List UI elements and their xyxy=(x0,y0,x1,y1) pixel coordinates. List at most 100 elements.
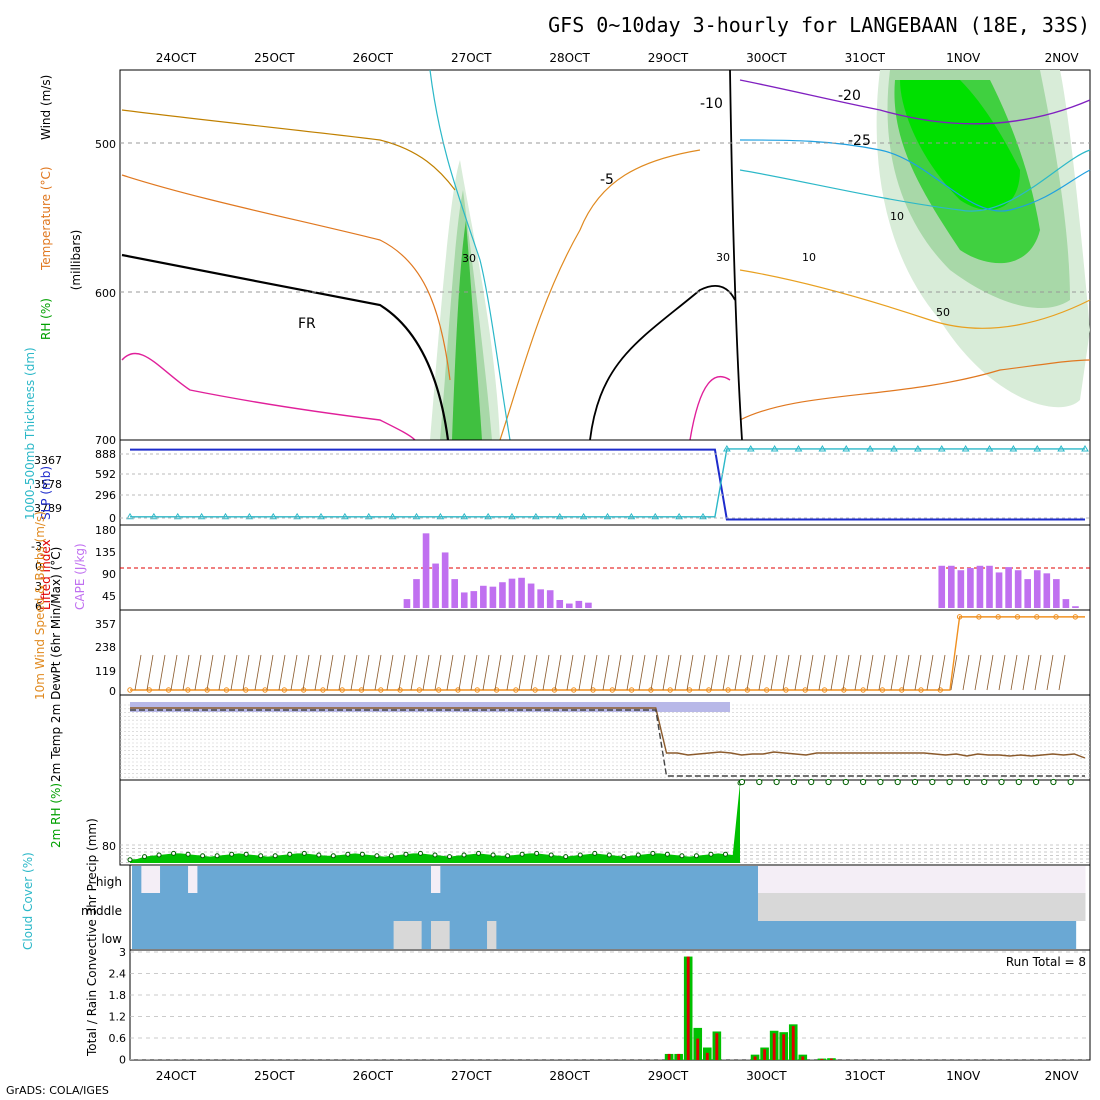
thickness-point xyxy=(818,444,827,452)
wind-speed-point xyxy=(339,687,345,693)
cloud-cell xyxy=(935,866,946,893)
wind-barb xyxy=(890,654,898,691)
wind-speed-point xyxy=(532,687,538,693)
cloud-cell xyxy=(580,921,591,949)
cloud-cell xyxy=(430,921,441,949)
rh-point xyxy=(825,778,832,786)
wind-speed-point xyxy=(513,687,519,693)
cloud-cell xyxy=(206,921,217,949)
cloud-cell xyxy=(898,866,908,893)
cape-bar xyxy=(441,552,449,608)
wind-speed-point xyxy=(995,614,1001,620)
thickness-point xyxy=(722,444,731,452)
precip-panel: 3 2.4 1.8 1.2 0.6 0 Run Total = 8 Total / Rai… xyxy=(85,818,1091,1067)
cape-bar xyxy=(565,603,573,608)
temperature-panel: 2m Temp 2m DewPt (6hr Min/Max) (°C) xyxy=(49,547,1091,782)
thickness-point xyxy=(508,512,516,520)
rh-point xyxy=(185,851,191,857)
cloud-cell xyxy=(272,893,282,921)
cloud-cell xyxy=(132,866,142,893)
thickness-point xyxy=(1057,444,1066,452)
cloud-cell xyxy=(309,921,320,949)
cloud-cell xyxy=(188,893,198,921)
cloud-layer-low: low xyxy=(102,932,123,946)
cloud-cell xyxy=(804,866,815,893)
rh-point xyxy=(548,852,554,858)
cloud-cell xyxy=(832,921,843,949)
cloud-cell xyxy=(132,893,142,921)
cloud-cell xyxy=(720,921,731,949)
wind-barb xyxy=(1022,654,1030,691)
cloud-cell xyxy=(150,893,161,921)
wind-speed-point xyxy=(243,687,249,693)
cloud-cell xyxy=(842,893,852,921)
cloud-cell xyxy=(402,893,413,921)
rh-point xyxy=(756,778,763,786)
rh-point xyxy=(911,778,919,786)
cloud-cell xyxy=(178,866,189,893)
cloud-cell xyxy=(757,866,768,893)
cloud-cell xyxy=(1010,921,1021,949)
wind-barb xyxy=(362,654,370,691)
wind-speed-point xyxy=(320,687,326,693)
wind-barb xyxy=(650,654,658,691)
wind-barb xyxy=(386,654,394,691)
wind-barb xyxy=(902,654,910,691)
wind-barb xyxy=(794,654,802,691)
cape-bar xyxy=(957,570,965,608)
wind-barb xyxy=(302,654,310,691)
cloud-cell xyxy=(150,866,161,893)
cloud-cell xyxy=(141,866,152,893)
cloud-cell xyxy=(160,866,170,893)
rh-point xyxy=(860,778,867,786)
wind-barb xyxy=(446,654,454,691)
slp-panel: 888 592 296 0 3367 3578 3789 SLP (mb) 1000-500… xyxy=(23,347,1091,526)
precip-convective-bar xyxy=(705,1052,709,1060)
precip-label: Total / Rain Convective 3hr Precip (mm) xyxy=(85,818,99,1057)
cloud-cell xyxy=(907,893,918,921)
cloud-cell xyxy=(496,893,507,921)
cloud-cell xyxy=(300,893,311,921)
contour-label: 10 xyxy=(890,210,904,223)
cloud-cell xyxy=(412,921,423,949)
wind-barb xyxy=(926,654,934,691)
wind-barb xyxy=(614,654,622,691)
cloud-cell xyxy=(421,893,432,921)
thickness-point xyxy=(126,512,134,520)
cloud-cell xyxy=(524,893,535,921)
cloud-cell xyxy=(870,921,880,949)
wind-barb xyxy=(470,654,478,691)
upper-legend-wind: Wind (m/s) xyxy=(39,75,53,140)
cape-bar xyxy=(432,563,439,608)
wind-speed-series xyxy=(127,614,1085,693)
contour-label: 10 xyxy=(802,251,816,264)
wind-barb xyxy=(338,654,346,691)
cloud-cell xyxy=(393,921,404,949)
cloud-cell xyxy=(711,921,722,949)
cloud-layer-high: high xyxy=(96,875,122,889)
cloud-cell xyxy=(991,866,1002,893)
wind-barb xyxy=(158,654,166,691)
wind-speed-point xyxy=(551,687,558,693)
cloud-cell xyxy=(561,866,572,893)
cape-tick: 45 xyxy=(102,590,116,603)
cloud-cell xyxy=(627,893,638,921)
rh-point xyxy=(243,851,249,857)
thickness-point xyxy=(746,444,755,452)
thickness-point xyxy=(699,512,707,520)
cape-bar xyxy=(976,565,984,608)
cloud-cell xyxy=(720,893,731,921)
date-label: 28OCT xyxy=(549,51,590,65)
rh-point xyxy=(505,853,511,859)
cloud-cell xyxy=(1056,866,1067,893)
cloud-cell xyxy=(701,921,712,949)
precip-convective-bar xyxy=(677,1053,681,1060)
wind-speed-point xyxy=(1072,614,1079,620)
cape-bar xyxy=(422,533,430,608)
cloud-cell xyxy=(870,893,880,921)
cloud-cell xyxy=(589,921,600,949)
cloud-cell xyxy=(860,866,871,893)
cloud-cell xyxy=(1066,921,1077,949)
cloud-cell xyxy=(281,893,292,921)
lifted-index-tick: 0 xyxy=(35,560,42,573)
